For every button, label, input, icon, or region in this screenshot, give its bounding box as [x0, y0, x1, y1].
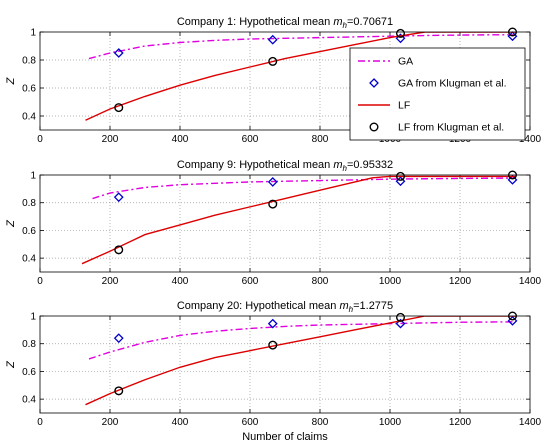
- plot-area: [40, 175, 530, 272]
- ga-klugman-point: [113, 333, 124, 344]
- legend-entry: LF: [398, 100, 410, 112]
- x-tick-label: 800: [312, 276, 329, 287]
- chart-title: Company 20: Hypothetical mean mh=1.2775: [177, 300, 393, 314]
- axes-frame: [39, 31, 531, 131]
- y-tick-label: 0.4: [22, 112, 36, 123]
- plot-area: [40, 316, 530, 413]
- chart-title-prefix: Company 1: Hypothetical mean: [177, 16, 334, 28]
- legend-swatch: [369, 122, 379, 132]
- x-tick-label: 200: [102, 417, 119, 428]
- lf-klugman-point: [268, 199, 278, 209]
- lf-klugman-point: [396, 171, 406, 181]
- x-tick-label: 0: [37, 276, 43, 287]
- lf-klugman-point: [396, 28, 406, 38]
- y-tick-label: 1: [30, 171, 36, 182]
- chart-title-sub: h: [343, 21, 348, 30]
- x-tick-label: 400: [172, 276, 189, 287]
- legend-entry: GA: [398, 56, 413, 68]
- chart-title-sub: h: [349, 305, 354, 314]
- ga-klugman-point: [395, 318, 406, 329]
- x-tick-label: 200: [102, 134, 119, 145]
- y-tick-label: 0.8: [22, 339, 36, 350]
- chart-title-var: m: [333, 159, 342, 171]
- chart-title-value: =0.70671: [347, 16, 393, 28]
- chart-title-prefix: Company 20: Hypothetical mean: [177, 300, 340, 312]
- lf-klugman-point: [114, 103, 124, 113]
- series-line-lf: [85, 32, 516, 121]
- x-tick-label: 1200: [449, 417, 472, 428]
- x-tick-label: 1000: [379, 276, 402, 287]
- y-tick-label: 0.6: [22, 367, 36, 378]
- y-tick-label: 1: [30, 312, 36, 323]
- legend-swatch: [369, 78, 379, 88]
- x-tick-label: 0: [37, 134, 43, 145]
- y-axis-label: Z: [5, 360, 17, 369]
- x-tick-label: 200: [102, 276, 119, 287]
- x-tick-label: 1400: [519, 276, 542, 287]
- chart-panel-1: 02004006008001000120014000.40.60.81Compa…: [5, 16, 542, 145]
- chart-title-sub: h: [343, 164, 348, 173]
- series-line-ga: [88, 34, 516, 60]
- x-tick-label: 1400: [519, 134, 542, 145]
- legend-box: [349, 47, 526, 141]
- chart-title-value: =0.95332: [347, 159, 393, 171]
- legend: GA GA from Klugman et al. LF LF from Klugma…: [349, 47, 526, 141]
- y-axis-label: Z: [5, 219, 17, 228]
- y-tick-label: 1: [30, 28, 36, 39]
- lf-klugman-point: [114, 386, 124, 396]
- x-tick-label: 400: [172, 134, 189, 145]
- y-tick-label: 0.8: [22, 56, 36, 67]
- y-tick-label: 0.6: [22, 226, 36, 237]
- chart-title: Company 9: Hypothetical mean mh=0.95332: [177, 159, 393, 173]
- x-tick-label: 600: [242, 417, 259, 428]
- series-line-ga: [92, 177, 517, 200]
- ga-klugman-point: [267, 34, 278, 45]
- lf-klugman-point: [396, 312, 406, 322]
- y-tick-label: 0.6: [22, 84, 36, 95]
- y-tick-label: 0.4: [22, 395, 36, 406]
- ga-klugman-point: [113, 192, 124, 203]
- lf-klugman-point: [114, 245, 124, 255]
- y-tick-label: 0.8: [22, 198, 36, 209]
- series-line-lf: [85, 316, 516, 406]
- y-axis-label: Z: [5, 76, 17, 85]
- chart-title-prefix: Company 9: Hypothetical mean: [177, 159, 334, 171]
- lf-klugman-point: [268, 56, 278, 66]
- x-tick-label: 600: [242, 134, 259, 145]
- axes-frame: [39, 315, 531, 414]
- chart-panel-3: 0 200 400 600 800 1000 1200 1400 0.4 0.6 0.8 1 Compa…: [5, 300, 542, 443]
- series-line-lf: [81, 175, 516, 265]
- ga-klugman-point: [113, 48, 124, 58]
- chart-panel-2: 0 200 400 600 800 1000 1200 1400 0.4 0.6 0.8 1 Compa…: [5, 159, 542, 287]
- y-tick-label: 0.4: [22, 254, 36, 265]
- ga-klugman-point: [267, 177, 278, 187]
- lf-klugman-point: [268, 340, 278, 350]
- axes-frame: [39, 174, 531, 273]
- x-tick-label: 400: [172, 417, 189, 428]
- ga-klugman-point: [267, 318, 278, 329]
- x-tick-label: 800: [312, 417, 329, 428]
- chart-title-value: =1.2775: [353, 300, 393, 312]
- x-tick-label: 1000: [379, 417, 402, 428]
- legend-entry: LF from Klugman et al.: [398, 122, 504, 134]
- chart-title: Company 1: Hypothetical mean mh=0.70671: [177, 16, 393, 30]
- series-line-ga: [88, 321, 517, 360]
- legend-entry: GA from Klugman et al.: [398, 78, 507, 90]
- chart-title-var: m: [339, 300, 348, 312]
- x-tick-label: 800: [312, 134, 329, 145]
- x-axis-label: Number of claims: [242, 431, 328, 443]
- chart-title-var: m: [333, 16, 342, 28]
- x-tick-label: 1200: [449, 276, 472, 287]
- x-tick-label: 1400: [519, 417, 542, 428]
- x-tick-label: 0: [37, 417, 43, 428]
- x-tick-label: 600: [242, 276, 259, 287]
